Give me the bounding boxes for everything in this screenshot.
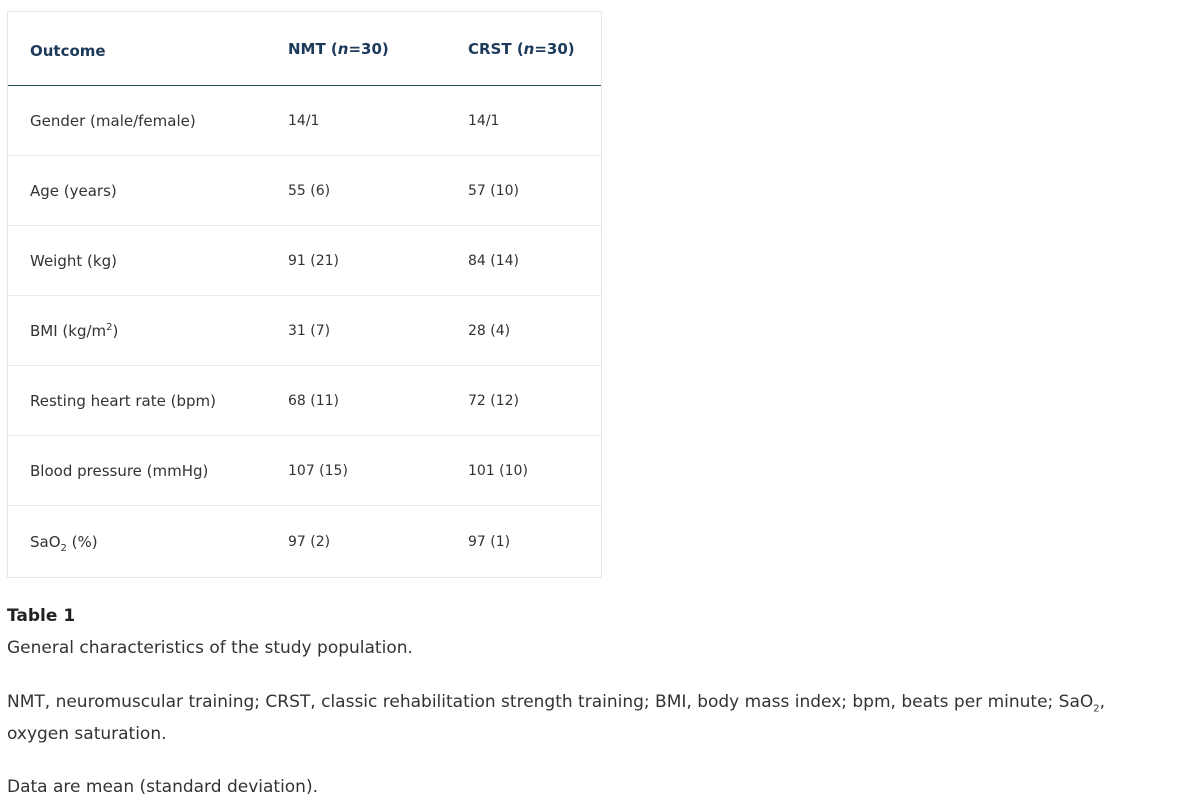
row-crst-value: 28 (4): [468, 322, 511, 339]
row-outcome: Age (years): [30, 181, 117, 200]
row-nmt-value: 55 (6): [288, 182, 331, 199]
row-crst-value: 14/1: [468, 112, 500, 129]
row-outcome: Weight (kg): [30, 251, 117, 270]
caption-label: Table 1: [7, 606, 76, 626]
table-row: SaO2 (%) 97 (2) 97 (1): [8, 506, 601, 577]
row-crst-value: 84 (14): [468, 252, 520, 269]
row-outcome: Resting heart rate (bpm): [30, 391, 216, 410]
table-row: Blood pressure (mmHg) 107 (15) 101 (10): [8, 436, 601, 506]
data-note-footnote: Data are mean (standard deviation).: [7, 777, 318, 797]
table-row: Resting heart rate (bpm) 68 (11) 72 (12): [8, 366, 601, 436]
table-header-row: Outcome NMT (n=30) CRST (n=30): [8, 12, 601, 86]
row-nmt-value: 97 (2): [288, 533, 331, 550]
row-nmt-value: 14/1: [288, 112, 320, 129]
table-row: Age (years) 55 (6) 57 (10): [8, 156, 601, 226]
header-nmt: NMT (n=30): [288, 39, 389, 58]
row-crst-value: 101 (10): [468, 462, 528, 479]
table-row: Gender (male/female) 14/1 14/1: [8, 86, 601, 156]
header-outcome: Outcome: [30, 41, 106, 60]
abbreviations-footnote: NMT, neuromuscular training; CRST, class…: [7, 692, 1106, 744]
row-nmt-value: 91 (21): [288, 252, 340, 269]
caption-title: General characteristics of the study pop…: [7, 638, 413, 658]
row-nmt-value: 68 (11): [288, 392, 340, 409]
table-caption: Table 1 General characteristics of the s…: [7, 600, 1167, 664]
row-crst-value: 97 (1): [468, 533, 511, 550]
table-row: Weight (kg) 91 (21) 84 (14): [8, 226, 601, 296]
row-outcome: Gender (male/female): [30, 111, 196, 130]
header-crst: CRST (n=30): [468, 39, 575, 58]
row-outcome: BMI (kg/m2): [30, 321, 119, 340]
row-crst-value: 57 (10): [468, 182, 520, 199]
table-row: BMI (kg/m2) 31 (7) 28 (4): [8, 296, 601, 366]
row-nmt-value: 107 (15): [288, 462, 348, 479]
row-nmt-value: 31 (7): [288, 322, 331, 339]
characteristics-table: Outcome NMT (n=30) CRST (n=30) Gender (m…: [7, 11, 602, 578]
row-outcome: Blood pressure (mmHg): [30, 461, 209, 480]
row-crst-value: 72 (12): [468, 392, 520, 409]
row-outcome: SaO2 (%): [30, 532, 98, 554]
